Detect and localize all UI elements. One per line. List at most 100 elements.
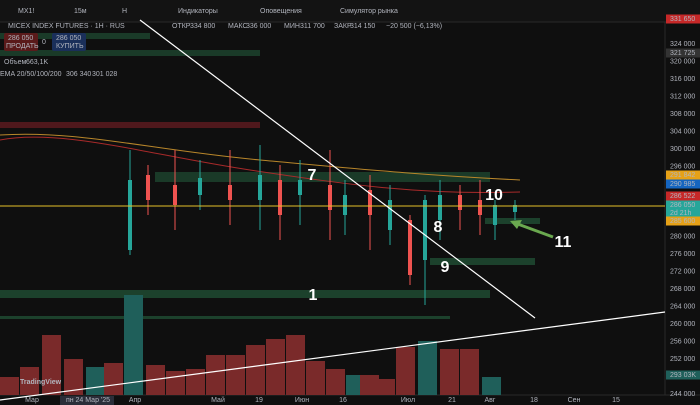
price-tick-label: 280 000 bbox=[670, 233, 695, 240]
price-tag-label: 2d 21h bbox=[670, 210, 692, 217]
volume-bar bbox=[418, 341, 437, 395]
candle-body bbox=[198, 178, 202, 195]
price-tick-label: 308 000 bbox=[670, 111, 695, 118]
price-tick-label: 324 000 bbox=[670, 41, 695, 48]
price-tick-label: 268 000 bbox=[670, 286, 695, 293]
price-tick-label: 260 000 bbox=[670, 321, 695, 328]
alerts-button: Оповещения bbox=[260, 8, 302, 15]
candle-body bbox=[513, 205, 517, 212]
legend-value: ЗАКР bbox=[334, 23, 352, 30]
price-tick-label: 300 000 bbox=[670, 146, 695, 153]
candle-body bbox=[258, 175, 262, 200]
symbol: MX1! bbox=[18, 8, 34, 15]
arrow-head bbox=[510, 220, 522, 229]
sell-button bbox=[4, 33, 38, 51]
brand-logo: TradingView bbox=[20, 379, 62, 386]
volume-bar bbox=[460, 349, 479, 395]
legend-change: −20 500 (−6,13%) bbox=[386, 23, 442, 30]
time-tick-label: 18 bbox=[530, 397, 538, 404]
indicators-button[interactable]: Индикаторы bbox=[178, 8, 218, 15]
candle-body bbox=[146, 175, 150, 200]
time-tick-label: 19 bbox=[255, 397, 263, 404]
volume-bar bbox=[326, 369, 345, 395]
arrow bbox=[514, 221, 554, 239]
trend-line bbox=[139, 19, 536, 319]
zone bbox=[0, 316, 450, 319]
price-tag bbox=[666, 200, 700, 210]
candle-body bbox=[408, 220, 412, 275]
candle-body bbox=[278, 180, 282, 215]
label: ПРОДАТЬ bbox=[6, 43, 39, 50]
time-tick-label: Июл bbox=[401, 397, 415, 404]
volume-bar bbox=[86, 367, 105, 395]
legend-value: 314 150 bbox=[350, 23, 375, 30]
price-tag bbox=[666, 208, 700, 218]
annotation: 8 bbox=[434, 219, 443, 236]
annotation: 7 bbox=[308, 167, 317, 184]
legend-value: 311 700 bbox=[300, 23, 325, 30]
volume-bar bbox=[226, 355, 245, 395]
label: 663,1K bbox=[26, 59, 49, 66]
price-tag bbox=[666, 191, 700, 201]
volume-bar bbox=[246, 345, 265, 395]
label: 286 050 bbox=[8, 35, 33, 42]
price-tick-label: 296 000 bbox=[670, 163, 695, 170]
annotation: 10 bbox=[485, 187, 503, 204]
price-tick-label: 320 000 bbox=[670, 58, 695, 65]
candle-body bbox=[458, 195, 462, 210]
price-tag-label: 286 522 bbox=[670, 193, 695, 200]
label: EMA 20/50/100/200 bbox=[0, 71, 62, 78]
volume-bar bbox=[20, 367, 39, 395]
time-tick-label: 16 bbox=[339, 397, 347, 404]
candle-body bbox=[438, 195, 442, 220]
candle-body bbox=[173, 185, 177, 205]
volume-bar bbox=[286, 335, 305, 395]
time-tick-label: пн 24 Мар '25 bbox=[66, 397, 110, 404]
volume-bar bbox=[64, 359, 83, 395]
price-tag-label: 286 050 bbox=[670, 202, 695, 209]
volume-bar bbox=[440, 349, 459, 395]
candle-body bbox=[478, 200, 482, 215]
price-tag-label: 331 650 bbox=[670, 16, 695, 23]
candle-body bbox=[128, 180, 132, 250]
price-tag-label: 321 725 bbox=[670, 50, 695, 57]
time-tick-label: 15 bbox=[612, 397, 620, 404]
volume-bar bbox=[482, 377, 501, 395]
label: 0 bbox=[42, 39, 46, 46]
price-tick-label: 272 000 bbox=[670, 268, 695, 275]
volume bbox=[0, 295, 501, 395]
time-tick-label: Май bbox=[211, 396, 225, 404]
zone bbox=[0, 50, 260, 56]
candles bbox=[128, 145, 517, 305]
zone bbox=[155, 172, 490, 182]
price-tag bbox=[666, 170, 700, 180]
price-tag-label: 291 842 bbox=[670, 172, 695, 179]
candle-body bbox=[328, 185, 332, 210]
legend-value: МАКС bbox=[228, 23, 248, 30]
candle-body bbox=[228, 185, 232, 200]
legend-value: МИН bbox=[284, 23, 300, 30]
candle-body bbox=[423, 200, 427, 260]
time-tick-label: Июн bbox=[295, 397, 309, 404]
time-tick-label: 21 bbox=[448, 397, 456, 404]
candle-body bbox=[298, 180, 302, 195]
price-tick-label: 316 000 bbox=[670, 76, 695, 83]
volume-bar bbox=[124, 295, 143, 395]
time-tick-label: Апр bbox=[129, 397, 141, 404]
legend-title: MICEX INDEX FUTURES · 1H · RUS bbox=[8, 23, 125, 30]
buy-button bbox=[52, 33, 86, 51]
volume-bar bbox=[42, 335, 61, 395]
candle-body bbox=[388, 200, 392, 230]
price-tag-label: 285 600 bbox=[670, 218, 695, 225]
price-tag-label: 293 03K bbox=[670, 372, 696, 379]
price-tick-label: 256 000 bbox=[670, 338, 695, 345]
volume-bar bbox=[104, 363, 123, 395]
volume-bar bbox=[306, 361, 325, 395]
legend-value: 336 000 bbox=[246, 23, 271, 30]
price-tag bbox=[666, 179, 700, 189]
time-tick-label: Авг bbox=[485, 397, 496, 404]
candle-body bbox=[368, 190, 372, 215]
trend-line bbox=[0, 311, 666, 401]
price-tag bbox=[666, 48, 700, 58]
